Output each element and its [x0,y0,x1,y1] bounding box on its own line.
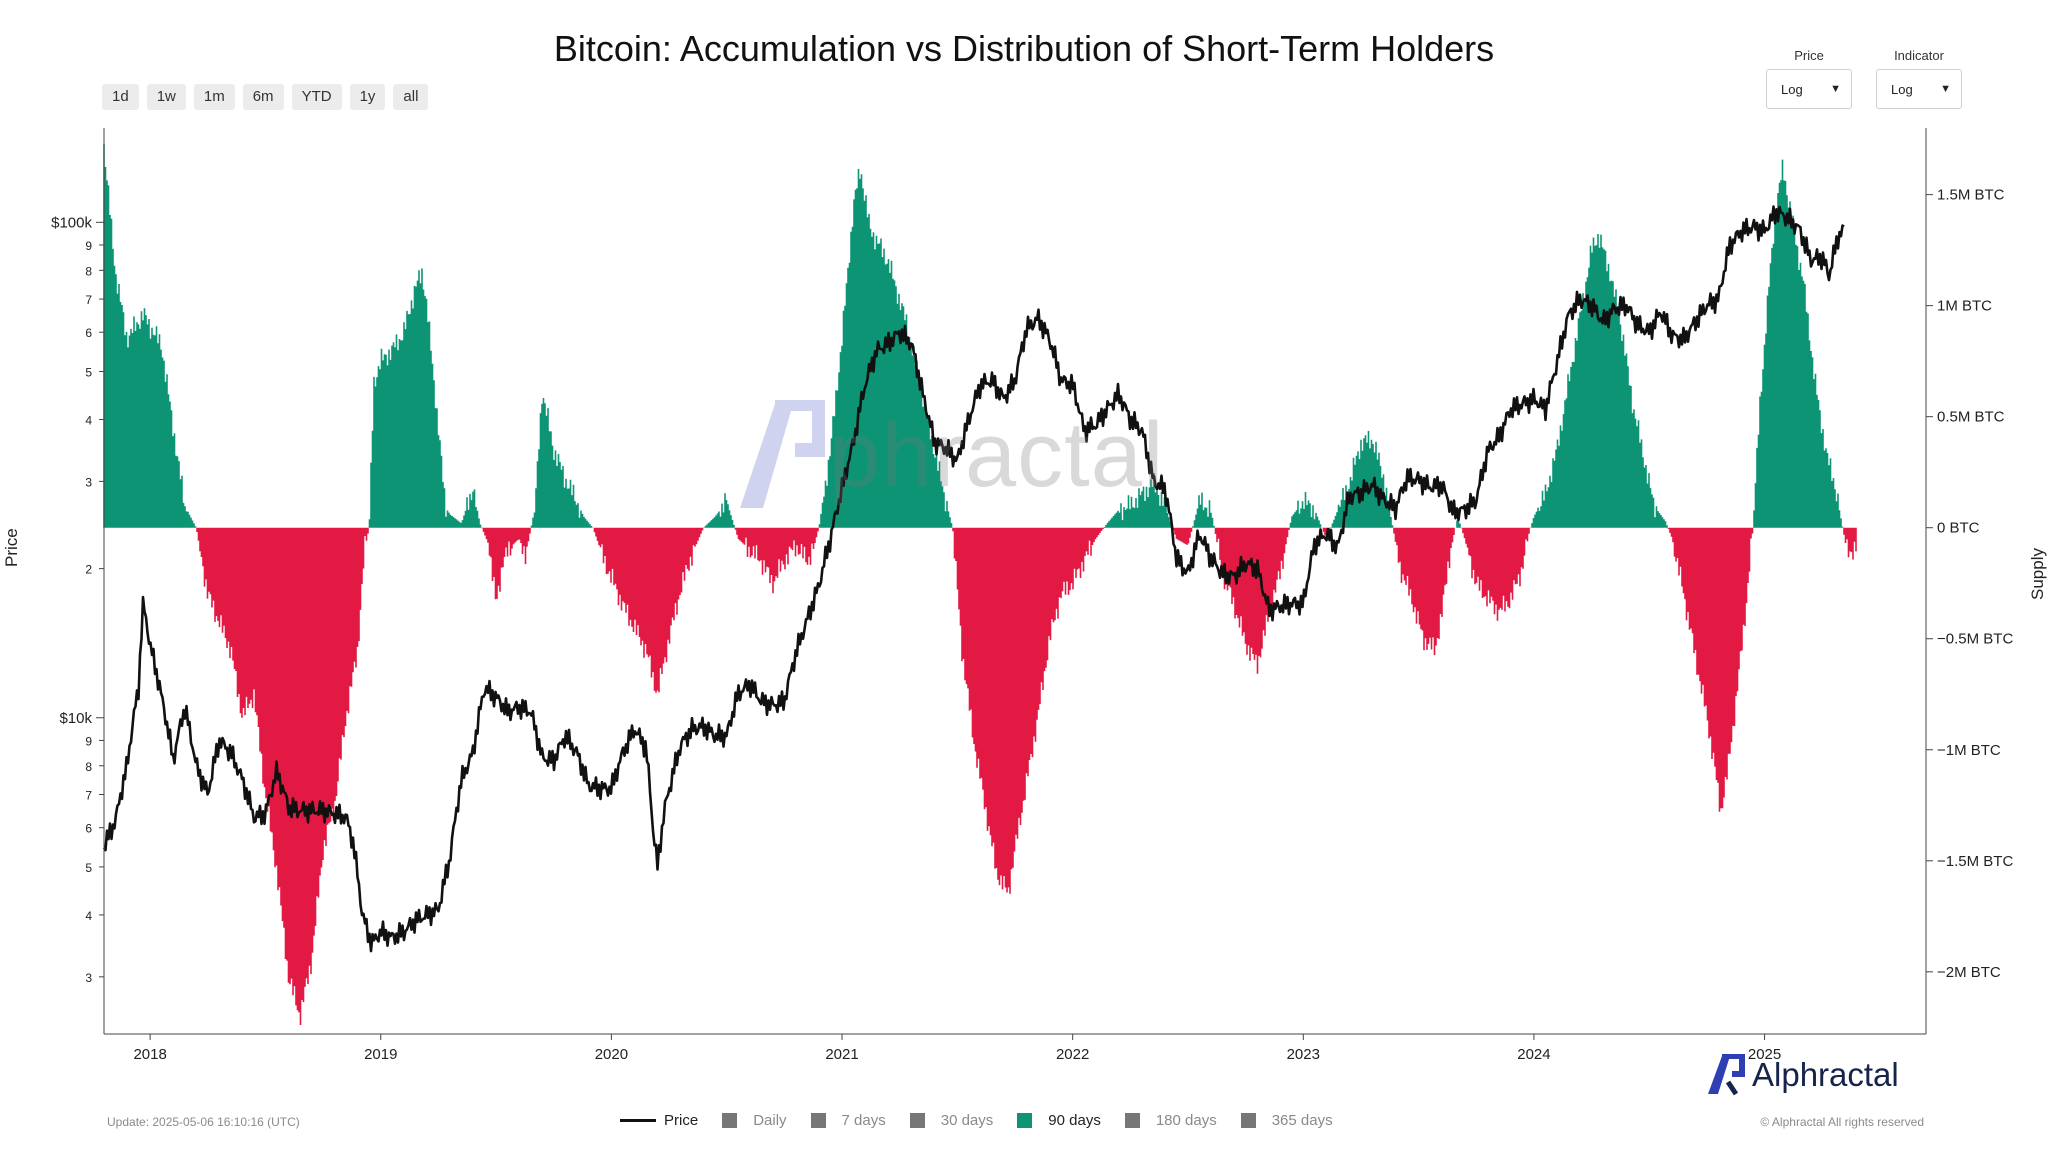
legend-daily-label: Daily [753,1112,787,1129]
range-6m-button[interactable]: 6m [242,84,284,110]
price-tick-label: 3 [85,475,92,489]
x-tick-label: 2019 [364,1046,397,1063]
x-tick-label: 2023 [1287,1046,1320,1063]
price-tick-label: 7 [85,789,92,803]
x-tick-label: 2022 [1056,1046,1089,1063]
price-tick-label: $10k [59,710,92,727]
legend: Price Daily 7 days 30 days 90 days 180 d… [620,1112,1357,1129]
legend-90-days[interactable]: 90 days [1017,1112,1101,1129]
price-line [102,205,1845,953]
indicator-scale-value: Log [1891,81,1913,97]
x-tick-label: 2025 [1748,1046,1781,1063]
x-tick-label: 2018 [133,1046,166,1063]
legend-90-days-label: 90 days [1048,1112,1101,1129]
180-days-square-icon [1124,1113,1140,1128]
indicator-scale-group: Indicator Log ▼ [1876,48,1962,109]
chevron-down-icon: ▼ [1940,83,1951,95]
price-tick-label: 8 [85,760,92,774]
right-axis-title: Supply [2028,548,2047,600]
price-tick-label: $100k [51,214,92,231]
supply-tick-label: 0.5M BTC [1937,409,2005,426]
alphractal-logo-icon [1708,1054,1745,1096]
range-1y-button[interactable]: 1y [349,84,386,110]
price-tick-label: 6 [85,822,92,836]
7-days-square-icon [810,1113,826,1128]
30-days-square-icon [909,1113,925,1128]
distribution-bars [196,527,1857,1025]
legend-price-label: Price [664,1112,699,1129]
alphractal-logo: Alphractal [1706,1054,1899,1096]
chevron-down-icon: ▼ [1830,83,1841,95]
legend-365-days-label: 365 days [1271,1112,1333,1129]
legend-365-days[interactable]: 365 days [1240,1112,1333,1129]
supply-tick-label: 1.5M BTC [1937,187,2005,204]
price-tick-label: 4 [85,909,92,923]
90-days-square-icon [1017,1113,1033,1128]
supply-tick-label: −1M BTC [1937,742,2001,759]
supply-tick-label: −2M BTC [1937,964,2001,981]
chart-title: Bitcoin: Accumulation vs Distribution of… [553,28,1495,69]
price-scale-group: Price Log ▼ [1766,48,1852,109]
price-scale-dropdown[interactable]: Log ▼ [1766,69,1852,109]
price-tick-label: 9 [85,239,92,253]
legend-180-days[interactable]: 180 days [1124,1112,1217,1129]
price-tick-label: 7 [85,293,92,307]
range-1w-button[interactable]: 1w [146,84,186,110]
price-tick-label: 5 [85,861,92,875]
legend-7-days[interactable]: 7 days [810,1112,886,1129]
legend-7-days-label: 7 days [841,1112,886,1129]
copyright-text: © Alphractal All rights reserved [1760,1115,1924,1129]
x-tick-label: 2024 [1517,1046,1550,1063]
indicator-scale-label: Indicator [1894,48,1944,63]
legend-price[interactable]: Price [620,1112,698,1129]
supply-tick-label: −0.5M BTC [1937,631,2013,648]
price-tick-label: 2 [85,563,92,577]
legend-30-days-label: 30 days [940,1112,994,1129]
price-tick-label: 5 [85,365,92,379]
indicator-scale-dropdown[interactable]: Log ▼ [1876,69,1962,109]
365-days-square-icon [1240,1113,1256,1128]
price-tick-label: 9 [85,734,92,748]
price-tick-label: 4 [85,413,92,427]
price-scale-value: Log [1781,81,1803,97]
daily-square-icon [722,1113,738,1128]
x-tick-label: 2020 [595,1046,628,1063]
price-tick-label: 6 [85,326,92,340]
range-ytd-button[interactable]: YTD [291,84,342,110]
x-tick-label: 2021 [825,1046,858,1063]
range-1d-button[interactable]: 1d [102,84,139,110]
accumulation-bars [103,144,1844,528]
left-axis-title: Price [2,528,21,567]
supply-tick-label: 0 BTC [1937,520,1980,537]
supply-tick-label: 1M BTC [1937,298,1992,315]
price-line-icon [620,1119,656,1122]
legend-daily[interactable]: Daily [722,1112,787,1129]
legend-180-days-label: 180 days [1155,1112,1217,1129]
price-tick-label: 8 [85,264,92,278]
update-timestamp: Update: 2025-05-06 16:10:16 (UTC) [107,1115,300,1129]
range-all-button[interactable]: all [393,84,429,110]
legend-30-days[interactable]: 30 days [909,1112,994,1129]
price-scale-label: Price [1794,48,1824,63]
range-1m-button[interactable]: 1m [193,84,235,110]
price-tick-label: 3 [85,971,92,985]
logo-text: Alphractal [1752,1056,1899,1093]
range-selector: 1d 1w 1m 6m YTD 1y all [102,84,429,110]
supply-tick-label: −1.5M BTC [1937,853,2013,870]
